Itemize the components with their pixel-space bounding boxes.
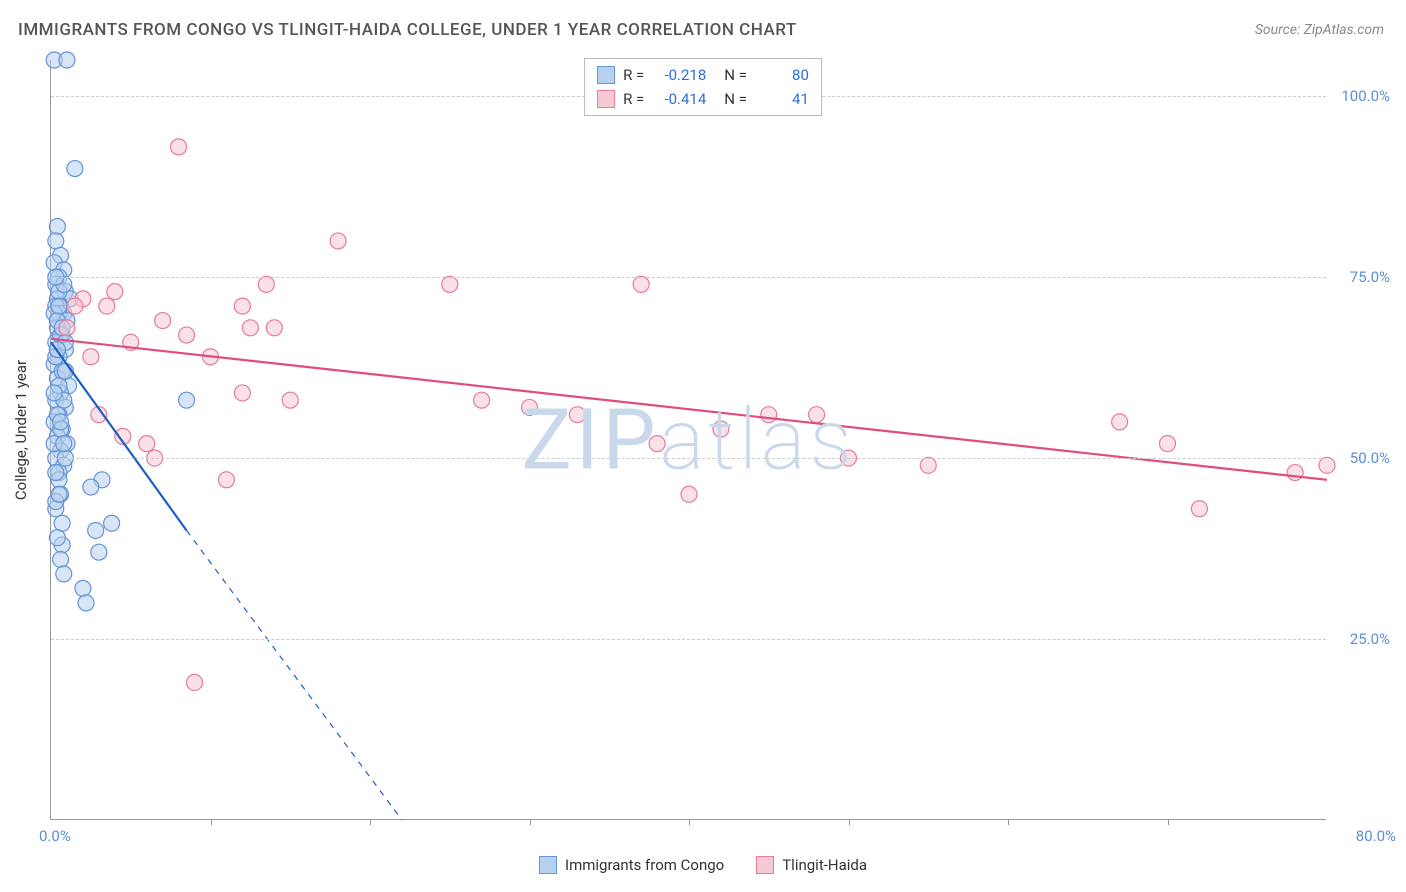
legend-r-value-0: -0.218 [652, 63, 706, 87]
scatter-point [49, 530, 65, 546]
scatter-point [48, 233, 64, 249]
scatter-point [59, 320, 75, 336]
plot-area: ZIPatlas 0.0% 80.0% 25.0%50.0%75.0%100.0… [50, 60, 1326, 820]
scatter-point [99, 298, 115, 314]
legend-bottom-label-1: Tlingit-Haida [782, 856, 867, 874]
scatter-point [179, 392, 195, 408]
legend-n-label-0: N = [724, 63, 747, 87]
y-axis-label: College, Under 1 year [12, 360, 30, 500]
scatter-point [83, 349, 99, 365]
scatter-point [75, 580, 91, 596]
scatter-point [282, 392, 298, 408]
x-tick-mark [1008, 819, 1009, 825]
scatter-point [56, 436, 72, 452]
legend-n-value-1: 41 [755, 87, 809, 111]
scatter-point [681, 486, 697, 502]
gridline-y [51, 639, 1326, 640]
scatter-point [88, 522, 104, 538]
scatter-point [1287, 465, 1303, 481]
scatter-point [83, 479, 99, 495]
scatter-point [218, 472, 234, 488]
scatter-point [171, 139, 187, 155]
scatter-point [155, 313, 171, 329]
scatter-point [234, 298, 250, 314]
regression-line-extrap [187, 530, 402, 820]
scatter-point [266, 320, 282, 336]
scatter-point [53, 551, 69, 567]
legend-series: Immigrants from Congo Tlingit-Haida [539, 856, 867, 874]
x-tick-mark [689, 819, 690, 825]
legend-bottom-swatch-1 [756, 856, 774, 874]
legend-item-0: Immigrants from Congo [539, 856, 724, 874]
scatter-point [920, 457, 936, 473]
correlation-chart: IMMIGRANTS FROM CONGO VS TLINGIT-HAIDA C… [0, 0, 1406, 892]
legend-row-0: R = -0.218 N = 80 [597, 63, 809, 87]
scatter-point [49, 218, 65, 234]
scatter-point [179, 327, 195, 343]
legend-n-label-1: N = [724, 87, 747, 111]
x-tick-mark [1168, 819, 1169, 825]
scatter-point [633, 276, 649, 292]
scatter-point [67, 298, 83, 314]
scatter-point [649, 436, 665, 452]
legend-n-value-0: 80 [755, 63, 809, 87]
legend-bottom-swatch-0 [539, 856, 557, 874]
legend-r-value-1: -0.414 [652, 87, 706, 111]
scatter-point [51, 298, 67, 314]
y-tick-label: 25.0% [1334, 630, 1390, 648]
scatter-point [56, 566, 72, 582]
legend-r-label-0: R = [623, 63, 644, 87]
legend-item-1: Tlingit-Haida [756, 856, 867, 874]
scatter-point [78, 595, 94, 611]
x-tick-mark [849, 819, 850, 825]
scatter-point [54, 515, 70, 531]
source-attribution: Source: ZipAtlas.com [1255, 22, 1384, 38]
scatter-point [1160, 436, 1176, 452]
x-tick-mark [530, 819, 531, 825]
scatter-point [330, 233, 346, 249]
scatter-point [569, 407, 585, 423]
scatter-point [104, 515, 120, 531]
legend-swatch-0 [597, 66, 615, 84]
scatter-point [59, 52, 75, 68]
scatter-point [67, 161, 83, 177]
scatter-point [48, 465, 64, 481]
scatter-point [139, 436, 155, 452]
x-tick-max: 80.0% [1356, 827, 1396, 845]
scatter-point [46, 385, 62, 401]
y-tick-label: 50.0% [1334, 449, 1390, 467]
scatter-point [809, 407, 825, 423]
scatter-point [107, 284, 123, 300]
y-tick-label: 100.0% [1334, 87, 1390, 105]
legend-r-label-1: R = [623, 87, 644, 111]
scatter-point [1191, 501, 1207, 517]
scatter-point [474, 392, 490, 408]
scatter-point [442, 276, 458, 292]
scatter-point [522, 399, 538, 415]
legend-swatch-1 [597, 90, 615, 108]
scatter-point [761, 407, 777, 423]
plot-svg [51, 60, 1326, 819]
scatter-point [1319, 457, 1335, 473]
gridline-y [51, 458, 1326, 459]
x-tick-origin: 0.0% [39, 827, 71, 845]
legend-regression: R = -0.218 N = 80 R = -0.414 N = 41 [584, 58, 822, 116]
scatter-point [91, 544, 107, 560]
scatter-point [53, 414, 69, 430]
scatter-point [713, 421, 729, 437]
y-tick-label: 75.0% [1334, 268, 1390, 286]
x-tick-mark [211, 819, 212, 825]
scatter-point [187, 674, 203, 690]
gridline-y [51, 277, 1326, 278]
scatter-point [51, 486, 67, 502]
legend-bottom-label-0: Immigrants from Congo [565, 856, 724, 874]
chart-title: IMMIGRANTS FROM CONGO VS TLINGIT-HAIDA C… [18, 20, 797, 40]
legend-row-1: R = -0.414 N = 41 [597, 87, 809, 111]
scatter-point [242, 320, 258, 336]
scatter-point [234, 385, 250, 401]
scatter-point [1112, 414, 1128, 430]
x-tick-mark [370, 819, 371, 825]
scatter-point [258, 276, 274, 292]
